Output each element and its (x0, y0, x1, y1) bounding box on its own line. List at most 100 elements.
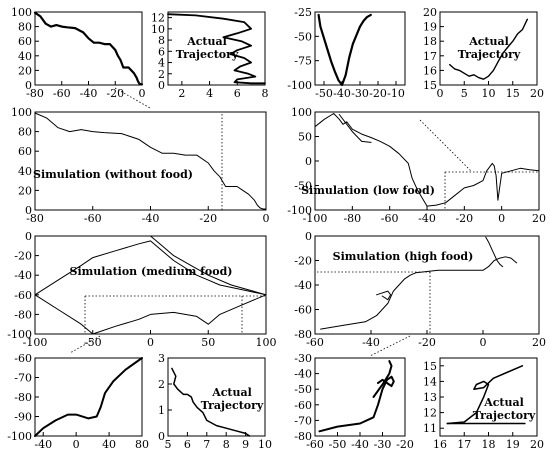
series-line-p8-1 (376, 290, 392, 301)
x-tick-label: -40 (418, 212, 436, 225)
y-tick-label: -90 (14, 411, 32, 424)
panel-label: Simulation (without food) (33, 168, 193, 181)
y-tick-label: -100 (287, 79, 312, 92)
plot-frame (34, 111, 267, 211)
y-tick-label: -75 (294, 55, 312, 68)
y-tick-label: 12 (423, 407, 437, 420)
x-tick-label: 10 (482, 87, 496, 100)
y-tick-label: -70 (14, 372, 32, 385)
y-tick-label: 100 (11, 106, 32, 119)
x-tick-label: 4 (206, 87, 213, 100)
series-line-p9-0 (34, 357, 143, 437)
y-tick-label: 20 (423, 6, 437, 19)
y-tick-label: 60 (18, 145, 32, 158)
y-tick-label: 60 (18, 35, 32, 48)
x-tick-label: -60 (381, 212, 399, 225)
y-tick-label: 20 (18, 64, 32, 77)
y-tick-label: -70 (294, 414, 312, 427)
panel-p5: -80 -60 -40 -20 0 0 20 40 60 80 100 Simulation (wit… (11, 106, 270, 225)
y-tick-label: 18 (423, 35, 437, 48)
panel-label: Actual Trajectory (473, 396, 536, 422)
x-tick-label: 8 (262, 87, 269, 100)
x-tick-label: -20 (369, 87, 387, 100)
y-tick-label: -25 (294, 6, 312, 19)
x-tick-label: 80 (135, 438, 149, 451)
x-tick-label: -20 (455, 212, 473, 225)
y-tick-label: -100 (7, 430, 32, 443)
y-tick-label: -80 (294, 430, 312, 443)
series-line-p4-0 (449, 18, 528, 80)
x-tick-label: -30 (374, 438, 392, 451)
y-tick-label: -20 (14, 250, 32, 263)
y-tick-label: 0 (25, 204, 32, 217)
y-tick-label: -40 (294, 279, 312, 292)
x-tick-label: 0 (147, 336, 154, 349)
y-tick-label: 100 (11, 6, 32, 19)
x-tick-label: -80 (343, 212, 361, 225)
y-tick-label: 0 (158, 430, 165, 443)
plot-frame (167, 357, 266, 437)
plot-frame (34, 11, 143, 86)
panel-p3: -50 -40 -30 -20 -10-100-75-50-25 (287, 6, 406, 100)
series-line-p7-2 (150, 235, 267, 296)
y-tick-label: 40 (18, 50, 32, 63)
zoom-guide (69, 335, 101, 354)
x-tick-label: 0 (139, 87, 146, 100)
y-tick-label: 13 (423, 391, 437, 404)
x-tick-label: -40 (142, 212, 160, 225)
series-line-p7-1 (34, 294, 267, 335)
panel-label: Simulation (low food) (301, 184, 435, 197)
series-line-p7-0 (34, 240, 267, 296)
series-line-p6-0 (314, 113, 540, 207)
y-tick-label: 17 (423, 50, 437, 63)
panel-label: Actual Trajectory (458, 35, 521, 61)
y-tick-label: 0 (305, 230, 312, 243)
y-tick-label: 0 (25, 230, 32, 243)
y-tick-label: 11 (423, 422, 437, 435)
y-tick-label: -40 (14, 269, 32, 282)
x-tick-label: 19 (506, 438, 520, 451)
y-tick-label: -30 (294, 352, 312, 365)
series-line-p11-0 (318, 375, 395, 433)
y-tick-label: -50 (294, 180, 312, 193)
x-tick-label: -100 (23, 336, 48, 349)
y-tick-label: -50 (294, 383, 312, 396)
x-tick-label: -20 (106, 87, 124, 100)
x-tick-label: 0 (263, 212, 270, 225)
x-tick-label: -80 (26, 212, 44, 225)
x-tick-label: -50 (315, 87, 333, 100)
x-tick-label: 6 (184, 438, 191, 451)
x-tick-label: -60 (84, 212, 102, 225)
x-tick-label: -80 (26, 87, 44, 100)
x-tick-label: -50 (84, 336, 102, 349)
panel-p6: -100 -80 -60 -40 -20 0 20 -100 -50 0 50 100 Simulati… (287, 106, 546, 225)
y-tick-label: 16 (423, 64, 437, 77)
x-tick-label: 0 (437, 87, 444, 100)
x-tick-label: 7 (203, 438, 210, 451)
panel-p10: 5 6 7 8 9 10 0 1 2 3 Actual Trajectory (158, 352, 272, 451)
x-tick-label: 18 (482, 438, 496, 451)
y-tick-label: -50 (294, 30, 312, 43)
zoom-guide (419, 119, 473, 173)
y-tick-label: 2 (158, 378, 165, 391)
series-line-p5-0 (34, 112, 267, 210)
y-tick-label: 6 (158, 45, 165, 58)
x-tick-label: -40 (333, 87, 351, 100)
series-line-p2-0 (167, 13, 266, 85)
y-tick-label: 14 (423, 375, 437, 388)
x-tick-label: 10 (258, 438, 272, 451)
x-tick-label: 8 (223, 438, 230, 451)
x-tick-label: -20 (396, 438, 414, 451)
y-tick-label: 0 (25, 79, 32, 92)
x-tick-label: -40 (80, 87, 98, 100)
y-tick-label: 100 (291, 106, 312, 119)
series-line-p6-1 (338, 114, 372, 143)
x-tick-label: -50 (329, 438, 347, 451)
y-tick-label: 0 (305, 155, 312, 168)
x-tick-label: -100 (303, 212, 328, 225)
plot-frame (167, 11, 266, 86)
x-tick-label: -60 (53, 87, 71, 100)
y-tick-label: 19 (423, 21, 437, 34)
